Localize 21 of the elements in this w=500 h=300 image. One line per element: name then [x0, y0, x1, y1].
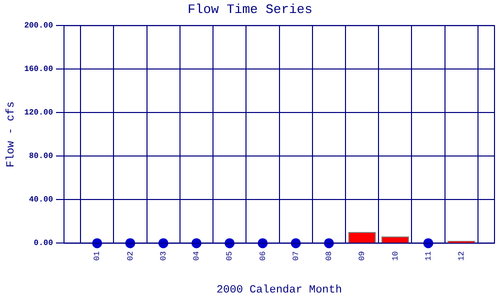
x-tick-label: 10	[391, 251, 400, 261]
x-tick-label: 08	[325, 251, 334, 261]
x-tick-label: 05	[226, 251, 235, 261]
x-tick-label: 11	[424, 251, 434, 261]
y-tick-label: 200.00	[24, 22, 54, 31]
x-tick-label: 04	[192, 251, 202, 261]
x-tick-label: 01	[93, 251, 102, 261]
x-tick-label: 09	[358, 251, 368, 261]
x-tick-label: 07	[292, 251, 301, 261]
x-tick-label: 02	[126, 251, 136, 261]
y-tick-label: 80.00	[28, 152, 54, 162]
y-tick-label: 0.00	[34, 239, 54, 248]
y-tick-label: 120.00	[24, 108, 54, 118]
x-tick-label: 12	[458, 251, 467, 261]
x-axis-title: 2000 Calendar Month	[216, 284, 342, 296]
x-tick-label: 03	[159, 251, 168, 261]
y-tick-label: 160.00	[24, 65, 54, 74]
y-tick-label: 40.00	[28, 196, 54, 205]
y-axis-title: Flow - cfs	[6, 101, 18, 168]
chart-title: Flow Time Series	[188, 2, 312, 18]
x-tick-label: 06	[258, 251, 268, 261]
